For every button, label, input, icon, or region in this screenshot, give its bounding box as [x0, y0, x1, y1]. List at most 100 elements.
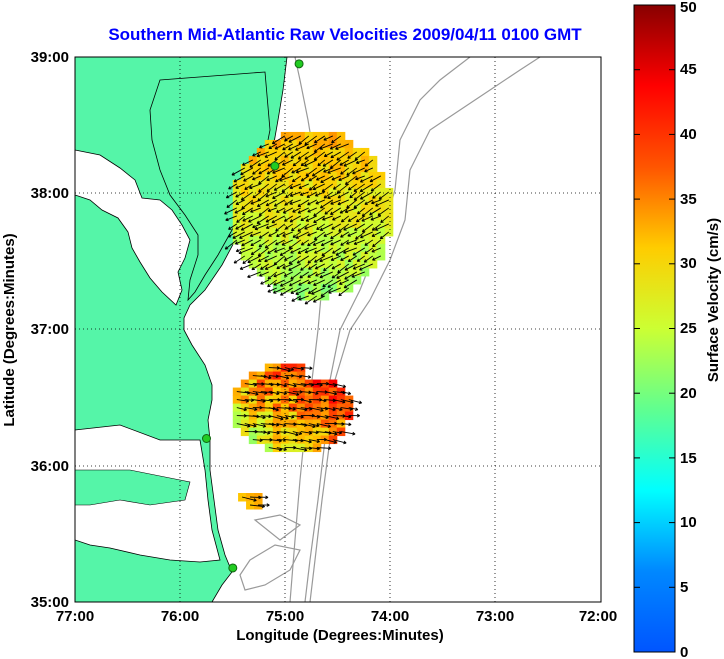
- velocity-cell: [376, 211, 386, 221]
- velocity-cell: [264, 163, 274, 173]
- velocity-cell: [256, 155, 266, 165]
- velocity-cell: [336, 179, 346, 189]
- velocity-arrow: [249, 183, 261, 190]
- velocity-cell: [304, 267, 314, 277]
- velocity-cell: [232, 179, 242, 189]
- velocity-arrow: [228, 223, 238, 230]
- plot-frame: [74, 56, 602, 603]
- velocity-arrow: [352, 167, 365, 175]
- velocity-cell: [280, 179, 290, 189]
- velocity-cell: [312, 275, 322, 285]
- velocity-arrow: [259, 271, 269, 277]
- velocity-cell: [280, 171, 290, 181]
- velocity-arrow: [354, 223, 366, 231]
- velocity-cell: [248, 259, 258, 269]
- velocity-cell: [336, 187, 346, 197]
- velocity-arrow: [369, 175, 382, 183]
- velocity-arrow: [355, 215, 366, 223]
- velocity-cell: [312, 211, 322, 221]
- velocity-arrow: [348, 407, 359, 411]
- velocity-cell: [344, 171, 354, 181]
- velocity-cell: [248, 235, 258, 245]
- velocity-cell: [328, 211, 338, 221]
- velocity-arrow: [268, 415, 284, 421]
- velocity-arrow: [274, 247, 285, 253]
- velocity-cell: [352, 211, 362, 221]
- velocity-cell: [256, 171, 266, 181]
- velocity-arrow: [332, 215, 341, 221]
- velocity-arrow: [240, 223, 254, 231]
- velocity-arrow: [364, 239, 374, 246]
- velocity-arrow: [295, 167, 309, 174]
- velocity-arrow: [235, 247, 245, 253]
- velocity-cell: [344, 259, 354, 269]
- velocity-arrow: [312, 183, 325, 191]
- velocity-cell: [368, 195, 378, 205]
- velocity-arrow: [279, 279, 293, 287]
- velocity-cell: [320, 187, 330, 197]
- velocity-cell: [240, 163, 250, 173]
- velocity-arrow: [292, 374, 303, 379]
- velocity-arrow: [272, 191, 286, 199]
- velocity-arrow: [267, 279, 278, 288]
- velocity-arrow: [289, 279, 302, 287]
- velocity-arrow: [330, 151, 342, 159]
- chesapeake-bay: [75, 149, 191, 306]
- velocity-arrow: [304, 151, 318, 160]
- velocity-cell: [296, 203, 306, 213]
- velocity-cell: [232, 195, 242, 205]
- y-tick-0: 39:00: [31, 49, 69, 66]
- velocity-cell: [312, 163, 322, 173]
- velocity-cell: [352, 267, 362, 277]
- velocity-cell: [360, 251, 370, 261]
- velocity-cell: [336, 227, 346, 237]
- velocity-cell: [296, 235, 306, 245]
- velocity-arrow: [346, 167, 358, 176]
- velocity-cell: [344, 203, 354, 213]
- velocity-cell: [296, 195, 306, 205]
- velocity-arrow: [375, 199, 389, 207]
- velocity-cell: [256, 227, 266, 237]
- velocity-arrow: [244, 183, 254, 190]
- velocity-cell: [256, 195, 266, 205]
- velocity-arrow: [274, 151, 286, 161]
- velocity-arrow: [344, 271, 358, 280]
- velocity-arrow: [344, 175, 358, 186]
- velocity-arrow: [281, 239, 293, 246]
- velocity-cell: [312, 195, 322, 205]
- velocity-arrow: [315, 175, 325, 181]
- velocity-arrow: [304, 135, 318, 146]
- velocity-arrow: [364, 199, 374, 205]
- velocity-arrow: [257, 191, 270, 202]
- velocity-cell: [368, 243, 378, 253]
- velocity-arrow: [264, 255, 277, 263]
- velocity-cell: [296, 251, 306, 261]
- velocity-arrow: [343, 279, 358, 289]
- velocity-cell: [360, 163, 370, 173]
- velocity-cell: [296, 187, 306, 197]
- velocity-arrow: [252, 423, 267, 428]
- velocity-cell: [384, 203, 394, 213]
- velocity-arrow: [322, 159, 334, 167]
- velocity-cell: [256, 147, 266, 157]
- velocity-cell: [280, 243, 290, 253]
- velocity-cell: [256, 203, 266, 213]
- velocity-cell: [272, 179, 282, 189]
- velocity-arrow: [235, 199, 246, 205]
- radar-station-marker: [202, 434, 211, 443]
- velocity-cell: [376, 243, 386, 253]
- velocity-cell: [320, 283, 330, 293]
- velocity-arrow: [290, 287, 302, 294]
- velocity-cell: [256, 187, 266, 197]
- velocity-cell: [280, 219, 290, 229]
- velocity-arrow: [300, 423, 316, 429]
- colorbar: [633, 4, 676, 653]
- colorbar-tick-2: 10: [680, 514, 697, 531]
- velocity-arrow: [353, 199, 366, 209]
- velocity-arrow: [360, 231, 373, 239]
- velocity-cell: [288, 259, 298, 269]
- velocity-arrow: [252, 151, 261, 157]
- velocity-arrow: [316, 223, 326, 231]
- velocity-cell: [336, 251, 346, 261]
- velocity-arrow: [300, 239, 310, 246]
